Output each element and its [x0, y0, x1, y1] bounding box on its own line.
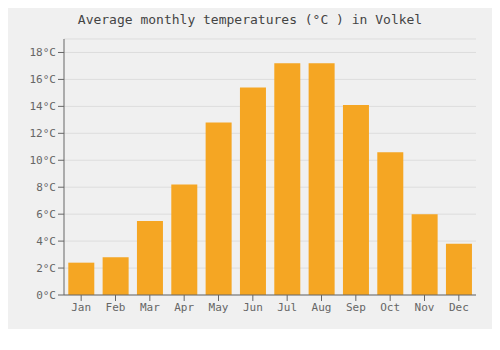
svg-text:10°C: 10°C [30, 154, 57, 167]
svg-text:18°C: 18°C [30, 46, 57, 59]
svg-text:0°C: 0°C [36, 289, 56, 302]
svg-text:Jul: Jul [277, 301, 297, 314]
svg-text:8°C: 8°C [36, 181, 56, 194]
svg-text:Dec: Dec [449, 301, 469, 314]
svg-text:2°C: 2°C [36, 262, 56, 275]
html-text:Average monthly temperatures (: Average monthly temperatures (°C ) in Vo… [77, 12, 423, 27]
svg-text:Jan: Jan [71, 301, 91, 314]
svg-text:16°C: 16°C [30, 73, 57, 86]
svg-text:Feb: Feb [106, 301, 126, 314]
svg-text:Mar: Mar [140, 301, 160, 314]
svg-text:Jun: Jun [243, 301, 263, 314]
svg-text:May: May [209, 301, 229, 314]
svg-text:Oct: Oct [380, 301, 400, 314]
svg-text:4°C: 4°C [36, 235, 56, 248]
svg-text:14°C: 14°C [30, 100, 57, 113]
svg-text:6°C: 6°C [36, 208, 56, 221]
svg-text:Nov: Nov [415, 301, 435, 314]
svg-text:Sep: Sep [346, 301, 366, 314]
svg-text:Aug: Aug [312, 301, 332, 314]
svg-text:Apr: Apr [174, 301, 194, 314]
svg-text:12°C: 12°C [30, 127, 57, 140]
